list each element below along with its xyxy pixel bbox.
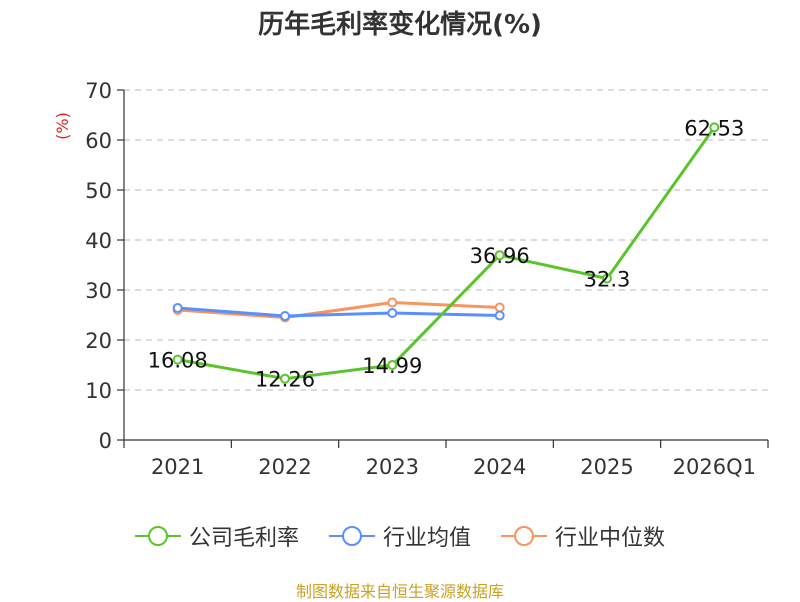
x-tick-label: 2026Q1 (673, 455, 756, 479)
data-point (387, 360, 398, 371)
y-tick-label: 70 (85, 79, 112, 103)
y-axis-label: (%) (53, 112, 72, 140)
legend-label: 行业均值 (382, 526, 471, 551)
x-tick-label: 2024 (473, 455, 526, 479)
y-tick-label: 30 (85, 279, 112, 303)
data-point (280, 311, 290, 321)
series-line (177, 126, 716, 381)
legend-marker-icon (328, 526, 375, 546)
series-line (177, 301, 500, 319)
y-tick-label: 20 (85, 329, 112, 353)
data-point (494, 250, 505, 261)
data-label: 36.96 (470, 244, 530, 268)
y-tick-label: 0 (99, 429, 112, 453)
data-point (280, 373, 290, 384)
y-tick-label: 40 (85, 229, 112, 253)
data-point (494, 310, 505, 321)
data-point (494, 302, 505, 313)
x-tick-label: 2021 (151, 455, 204, 479)
data-point (387, 308, 398, 318)
source-note: 制图数据来自恒生聚源数据库 (295, 582, 504, 601)
data-label: 32.3 (584, 268, 631, 292)
legend-item-industry-mean[interactable]: 行业均值 (328, 520, 471, 552)
legend-label: 行业中位数 (555, 526, 666, 551)
series-line (177, 306, 500, 318)
data-label: 12.26 (255, 368, 315, 392)
x-tick-label: 2022 (258, 455, 311, 479)
legend-item-industry-median[interactable]: 行业中位数 (501, 520, 665, 552)
data-point (172, 303, 183, 313)
legend-item-company[interactable]: 公司毛利率 (134, 520, 299, 552)
data-point (172, 354, 183, 365)
y-tick-label: 50 (85, 179, 112, 203)
data-point (602, 273, 612, 284)
x-tick-label: 2023 (366, 455, 419, 479)
legend-label: 公司毛利率 (188, 526, 299, 551)
x-tick-label: 2025 (580, 455, 633, 479)
data-label: 62.53 (684, 116, 744, 140)
y-tick-label: 10 (85, 379, 112, 403)
data-label: 16.08 (148, 349, 208, 373)
legend: 公司毛利率 行业均值 行业中位数 (0, 520, 800, 552)
chart-title: 历年毛利率变化情况(%) (258, 10, 542, 40)
legend-marker-icon (501, 526, 547, 546)
y-tick-label: 60 (85, 129, 112, 153)
data-point (387, 297, 398, 308)
data-point (709, 122, 720, 133)
data-label: 14.99 (362, 354, 422, 378)
legend-marker-icon (134, 526, 181, 546)
